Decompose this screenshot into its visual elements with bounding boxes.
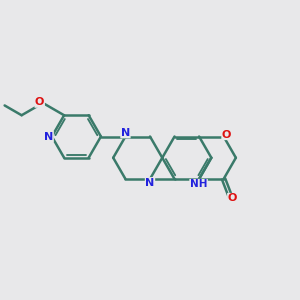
Text: NH: NH	[190, 179, 207, 189]
Text: N: N	[146, 178, 154, 188]
Text: N: N	[44, 131, 53, 142]
Text: O: O	[228, 194, 237, 203]
Text: N: N	[121, 128, 130, 138]
Text: O: O	[222, 130, 231, 140]
Text: O: O	[35, 97, 44, 107]
